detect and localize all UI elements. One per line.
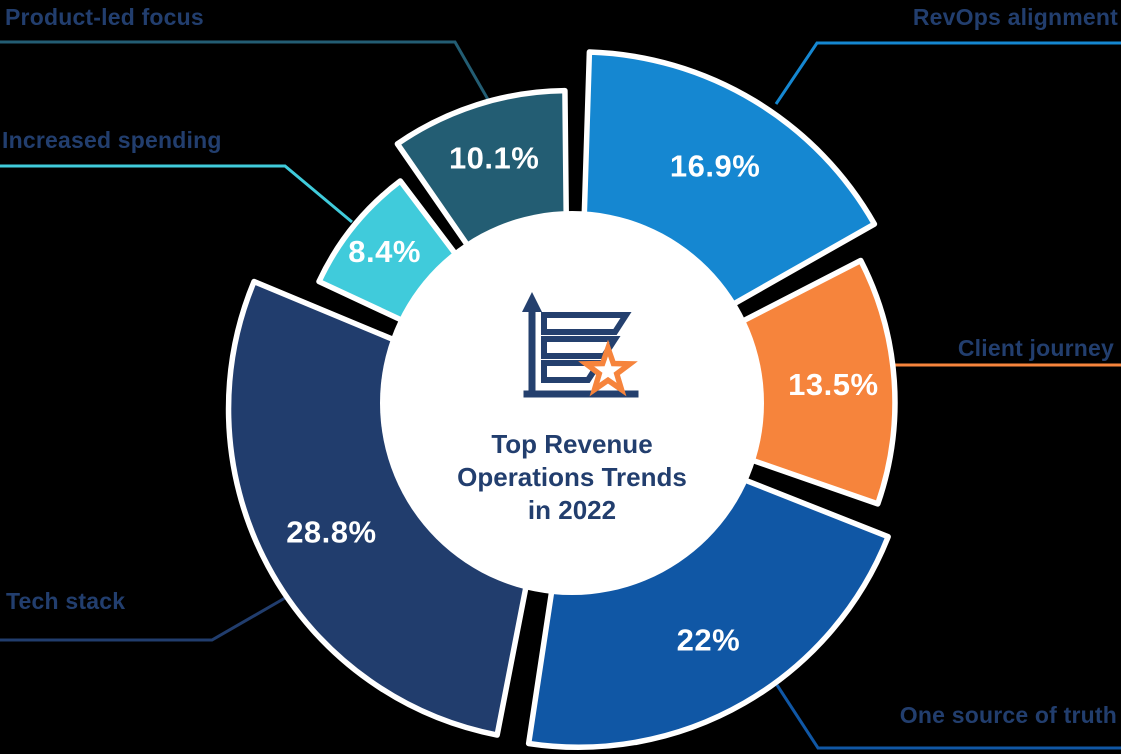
icon-bar-1 xyxy=(541,312,632,335)
chart-title-line-1: Top Revenue xyxy=(491,429,653,459)
leader-line-one-source-of-truth xyxy=(775,684,1121,750)
value-label-product-led-focus: 10.1% xyxy=(449,141,539,176)
icon-star xyxy=(578,339,638,397)
value-label-tech-stack: 28.8% xyxy=(286,514,376,549)
category-label-product-led-focus: Product-led focus xyxy=(5,4,204,30)
leader-line-increased-spending xyxy=(0,164,353,224)
chart-title-line-2: Operations Trends xyxy=(457,462,687,492)
category-label-tech-stack: Tech stack xyxy=(6,588,126,614)
category-label-revops-alignment: RevOps alignment xyxy=(912,4,1118,30)
donut-hole xyxy=(380,211,764,595)
chart-title: Top Revenue Operations Trends in 2022 xyxy=(392,428,752,527)
category-label-one-source-of-truth: One source of truth xyxy=(899,702,1117,728)
chart-title-line-3: in 2022 xyxy=(527,495,617,525)
icon-axis-arrow xyxy=(522,292,542,312)
value-label-revops-alignment: 16.9% xyxy=(670,148,760,183)
value-label-one-source-of-truth: 22% xyxy=(677,623,741,658)
leader-line-product-led-focus xyxy=(0,40,492,104)
category-label-client-journey: Client journey xyxy=(957,335,1114,361)
leader-line-revops-alignment xyxy=(774,41,1121,105)
value-label-client-journey: 13.5% xyxy=(788,367,878,402)
value-label-increased-spending: 8.4% xyxy=(348,234,421,269)
leader-line-tech-stack xyxy=(0,596,286,642)
bar-chart-star-icon xyxy=(522,292,639,398)
category-label-increased-spending: Increased spending xyxy=(2,127,222,153)
